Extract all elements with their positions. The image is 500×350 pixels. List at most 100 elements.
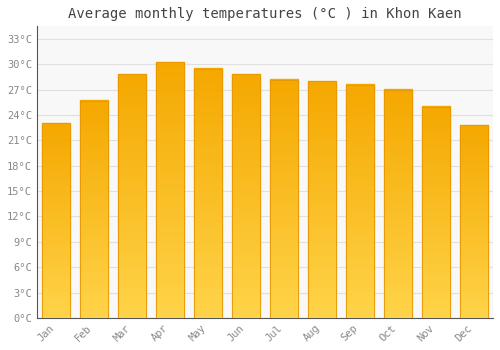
Bar [156, 222, 184, 225]
Bar [308, 279, 336, 282]
Bar [232, 156, 260, 160]
Bar [422, 170, 450, 173]
Bar [232, 257, 260, 260]
Bar [118, 254, 146, 257]
Bar [80, 114, 108, 117]
Bar [270, 118, 297, 121]
Bar [42, 257, 70, 260]
Bar [422, 217, 450, 220]
Bar [118, 232, 146, 236]
Bar [118, 114, 146, 117]
Bar [80, 158, 108, 160]
Bar [80, 312, 108, 315]
Bar [270, 285, 297, 288]
Bar [460, 161, 487, 164]
Bar [384, 178, 411, 181]
Bar [460, 303, 487, 306]
Bar [156, 145, 184, 148]
Bar [118, 202, 146, 205]
Bar [346, 122, 374, 125]
Bar [346, 111, 374, 114]
Bar [422, 141, 450, 144]
Bar [422, 252, 450, 254]
Bar [422, 260, 450, 262]
Bar [156, 225, 184, 228]
Bar [460, 163, 487, 166]
Bar [346, 222, 374, 225]
Bar [156, 122, 184, 126]
Bar [156, 254, 184, 257]
Bar [384, 147, 411, 149]
Bar [308, 178, 336, 182]
Bar [346, 204, 374, 207]
Bar [384, 278, 411, 281]
Bar [308, 90, 336, 93]
Bar [156, 135, 184, 139]
Bar [42, 284, 70, 286]
Bar [346, 85, 374, 318]
Bar [308, 267, 336, 271]
Bar [270, 133, 297, 136]
Bar [270, 306, 297, 309]
Bar [422, 204, 450, 207]
Bar [42, 220, 70, 223]
Bar [42, 179, 70, 182]
Bar [384, 249, 411, 252]
Bar [118, 241, 146, 245]
Bar [308, 152, 336, 155]
Bar [270, 294, 297, 297]
Bar [194, 243, 222, 246]
Bar [308, 173, 336, 176]
Bar [422, 233, 450, 236]
Bar [194, 305, 222, 308]
Bar [308, 276, 336, 279]
Bar [156, 202, 184, 206]
Bar [80, 103, 108, 106]
Bar [270, 154, 297, 157]
Bar [346, 274, 374, 277]
Bar [270, 193, 297, 196]
Bar [270, 309, 297, 312]
Bar [118, 108, 146, 111]
Bar [118, 184, 146, 187]
Bar [308, 134, 336, 138]
Bar [384, 135, 411, 138]
Bar [42, 124, 70, 318]
Bar [42, 216, 70, 218]
Bar [194, 212, 222, 215]
Bar [156, 299, 184, 302]
Bar [270, 202, 297, 205]
Bar [346, 99, 374, 102]
Bar [346, 242, 374, 245]
Bar [460, 204, 487, 207]
Bar [232, 123, 260, 126]
Bar [80, 122, 108, 125]
Bar [232, 309, 260, 312]
Bar [460, 289, 487, 291]
Bar [80, 241, 108, 245]
Bar [460, 279, 487, 282]
Bar [460, 301, 487, 303]
Bar [232, 83, 260, 86]
Bar [308, 146, 336, 149]
Bar [232, 138, 260, 141]
Bar [384, 101, 411, 104]
Bar [460, 221, 487, 224]
Bar [308, 137, 336, 140]
Bar [422, 183, 450, 186]
Bar [346, 224, 374, 228]
Bar [270, 88, 297, 91]
Bar [308, 93, 336, 96]
Bar [384, 118, 411, 121]
Bar [346, 134, 374, 137]
Bar [384, 90, 411, 92]
Bar [42, 228, 70, 230]
Bar [42, 264, 70, 267]
Bar [270, 94, 297, 97]
Bar [118, 220, 146, 224]
Bar [156, 199, 184, 203]
Bar [384, 261, 411, 264]
Bar [156, 161, 184, 164]
Bar [118, 166, 146, 169]
Bar [118, 266, 146, 269]
